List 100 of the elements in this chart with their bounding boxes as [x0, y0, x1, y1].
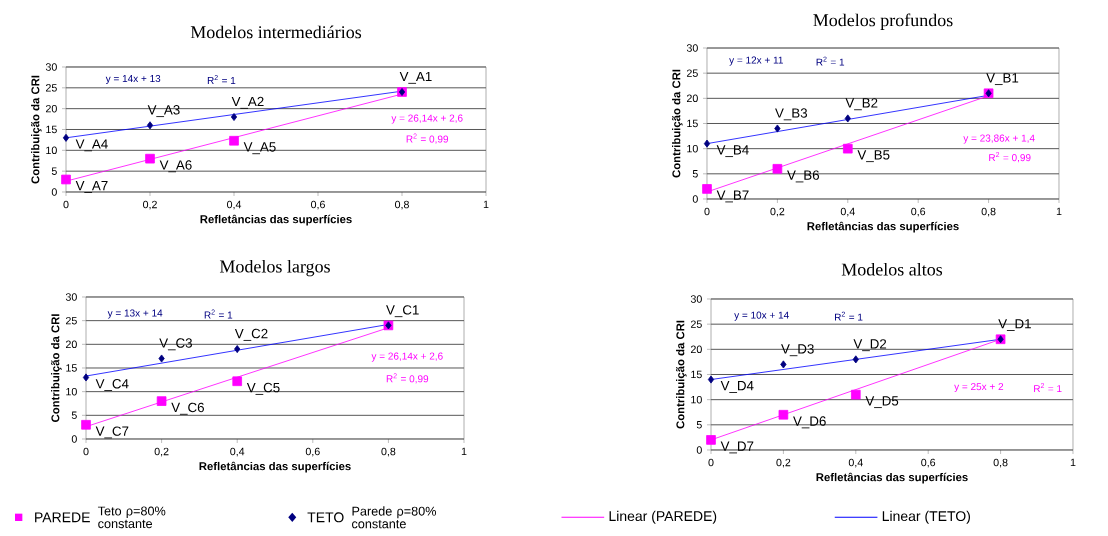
annotation: V_D6	[793, 416, 826, 429]
annotation: R$^{2}$ = 1	[816, 56, 845, 66]
annotation: V_B2	[845, 98, 878, 111]
y-tick-label: 10	[687, 144, 698, 153]
annotation: V_A5	[243, 142, 276, 155]
x-tick-label: 0,8	[993, 458, 1008, 468]
x-tick-label: 0,8	[395, 200, 409, 210]
annotation: V_A2	[231, 96, 264, 109]
y-tick-label: 15	[66, 364, 77, 372]
x-tick-label: 0,2	[776, 458, 791, 468]
x-tick-label: 0,8	[381, 447, 396, 457]
y-tick-label: 30	[686, 44, 698, 52]
annotation: y = 26,14x + 2,6	[391, 114, 463, 124]
annotation: R$^{2}$ = 0,99	[989, 152, 1031, 163]
annotation: V_C2	[234, 328, 268, 341]
annotation: R$^{2}$ = 1	[207, 75, 236, 84]
x-tick-label: 0,2	[770, 207, 785, 217]
y-tick-label: 30	[690, 295, 702, 303]
x-tick-label: 0,4	[230, 447, 245, 457]
y-tick-label: 5	[51, 167, 57, 175]
chart-title: Modelos largos	[219, 259, 330, 277]
y-tick-label: 5	[71, 411, 77, 420]
x-axis-title: Refletâncias das superfícies	[816, 472, 968, 484]
x-tick-label: 0,6	[921, 458, 936, 468]
x-tick-label: 0,6	[305, 447, 320, 457]
x-tick-label: 0,2	[154, 447, 169, 457]
x-tick-label: 0,4	[848, 458, 863, 468]
annotation: V_C4	[95, 379, 129, 392]
text: Teto ρ=80% constante	[97, 506, 166, 529]
y-tick-label: 10	[691, 395, 702, 404]
annotation: y = 13x + 14	[107, 309, 163, 319]
x-tick-label: 0	[704, 207, 710, 216]
x-axis-title: Refletâncias das superfícies	[807, 221, 959, 233]
annotation: R$^{2}$ = 1	[835, 311, 863, 321]
annotation: V_A7	[75, 181, 108, 193]
x-tick-label: 1	[483, 200, 489, 209]
annotation: y = 23,86x + 1,4	[963, 134, 1035, 144]
y-tick-label: 30	[45, 63, 57, 71]
y-tick-label: 20	[690, 345, 702, 354]
legend-label: Linear (TETO)	[882, 510, 971, 524]
y-tick-label: 20	[45, 104, 57, 113]
x-tick-label: 0,2	[143, 200, 157, 210]
y-tick-label: 30	[65, 293, 77, 301]
y-axis-title: Contribuição da CRI	[31, 75, 42, 184]
x-tick-label: 1	[1070, 458, 1076, 467]
annotation: V_D2	[853, 339, 887, 352]
legend-label: Linear (PAREDE)	[609, 510, 717, 524]
x-tick-label: 0,8	[981, 207, 996, 217]
x-tick-label: 0,4	[227, 200, 242, 210]
annotation: V_B6	[787, 170, 820, 183]
x-axis-title: Refletâncias das superfícies	[199, 461, 351, 473]
annotation: V_D1	[998, 319, 1031, 331]
annotation: V_A1	[399, 71, 432, 84]
x-tick-label: 1	[1056, 207, 1062, 216]
y-axis-title: Contribuição da CRI	[672, 69, 683, 178]
x-axis-title: Refletâncias das superfícies	[200, 214, 352, 226]
annotation: y = 14x + 13	[105, 74, 161, 85]
y-tick-label: 0	[692, 195, 698, 203]
y-axis-title: Contribuição da CRI	[676, 320, 687, 429]
annotation: V_C7	[95, 426, 129, 439]
y-tick-label: 25	[690, 320, 702, 328]
y-tick-label: 15	[687, 119, 698, 128]
y-tick-label: 10	[66, 387, 77, 396]
y-tick-label: 0	[71, 435, 77, 443]
annotation: V_C1	[386, 305, 419, 318]
annotation: R$^{2}$ = 0,99	[386, 373, 429, 384]
chart-title: Modelos profundos	[813, 13, 953, 30]
annotation: V_B1	[986, 73, 1019, 86]
annotation: V_A4	[75, 139, 108, 152]
legend-label: PAREDE	[35, 512, 90, 523]
x-tick-label: 0	[83, 447, 89, 456]
annotation: y = 12x + 11	[729, 56, 783, 66]
y-tick-label: 5	[696, 421, 702, 429]
annotation: R$^{2}$ = 1	[1034, 383, 1062, 393]
annotation: R$^{2}$ = 0,99	[406, 133, 449, 144]
x-tick-label: 0,6	[311, 200, 325, 210]
x-tick-label: 0,4	[840, 207, 855, 217]
annotation: V_C3	[159, 338, 192, 351]
chart-title: Modelos intermediários	[190, 25, 362, 39]
legend-label: TETO	[307, 512, 344, 523]
y-tick-label: 20	[686, 94, 698, 103]
y-tick-label: 20	[65, 340, 77, 349]
y-tick-label: 5	[692, 170, 698, 178]
annotation: V_D4	[720, 381, 754, 393]
annotation: V_B5	[857, 150, 890, 163]
annotation: V_D3	[781, 344, 814, 357]
annotation: V_B7	[716, 190, 749, 203]
y-tick-label: 0	[51, 188, 57, 196]
x-tick-label: 0,6	[911, 207, 926, 217]
annotation: V_B3	[775, 108, 808, 121]
y-tick-label: 25	[45, 84, 57, 92]
y-tick-label: 25	[686, 69, 698, 77]
y-tick-label: 15	[691, 370, 702, 379]
annotation: V_C6	[171, 402, 204, 415]
chart-title: Modelos altos	[841, 262, 943, 276]
annotation: y = 10x + 14	[734, 311, 789, 321]
text: Parede ρ=80% constante	[352, 506, 437, 529]
x-tick-label: 0	[708, 458, 714, 467]
y-tick-label: 25	[65, 316, 77, 325]
annotation: y = 26,14x + 2,6	[371, 352, 443, 362]
